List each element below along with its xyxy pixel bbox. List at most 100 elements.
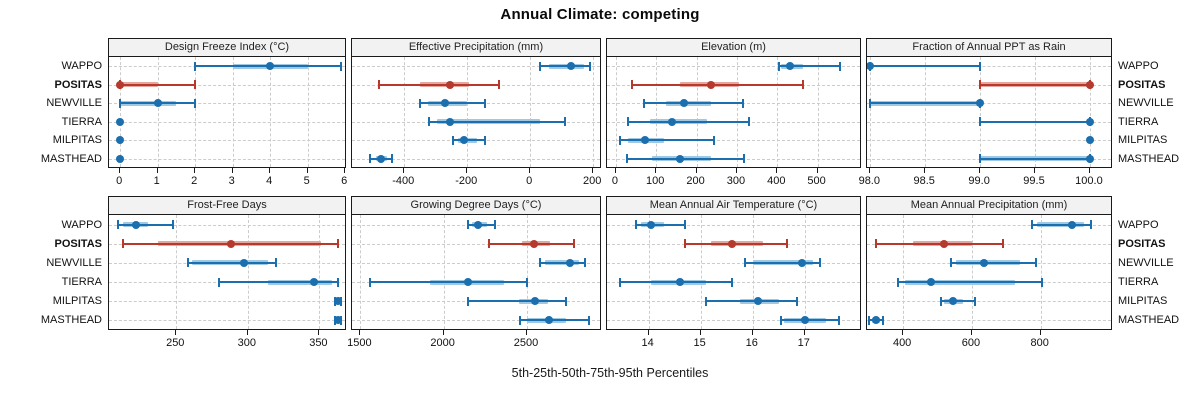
series-cap-low: [368, 154, 371, 164]
gridline-horizontal: [607, 140, 860, 142]
site-label-right-masthead: MASTHEAD: [1118, 152, 1180, 165]
series-cap-low: [186, 258, 189, 268]
axis-tick-label: 100.0: [1075, 175, 1103, 187]
axis-tick-label: 2: [191, 175, 198, 187]
series-range-line: [744, 261, 821, 264]
series-cap-high: [748, 117, 751, 127]
axis-tick-label: 0: [116, 175, 123, 187]
panel-title: Frost-Free Days: [187, 199, 267, 211]
series-cap-high: [1034, 258, 1037, 268]
axis-tick: [526, 330, 527, 335]
series-cap-low: [626, 154, 629, 164]
gridline-horizontal: [867, 103, 1111, 105]
axis-tick: [902, 330, 904, 335]
axis-tick: [776, 168, 778, 173]
series-median-dot: [926, 278, 935, 287]
gridline-vertical: [593, 57, 595, 167]
gridline-horizontal: [109, 301, 345, 303]
axis-tick-label: 2500: [513, 337, 539, 349]
gridline-vertical: [120, 57, 122, 167]
series-range-line: [779, 65, 840, 68]
gridline-horizontal: [607, 320, 860, 322]
gridline-horizontal: [352, 262, 600, 264]
gridline-vertical: [736, 57, 738, 167]
series-cap-low: [428, 117, 431, 127]
gridline-horizontal: [867, 140, 1111, 142]
series-median-dot: [463, 278, 472, 287]
series-median-dot: [531, 297, 540, 306]
site-label-right-positas: POSITAS: [1118, 78, 1166, 91]
series-cap-low: [1031, 220, 1034, 230]
panel-effective-precipitation-mm-: Effective Precipitation (mm) -400 -200 0 200: [351, 38, 601, 187]
series-cap-low: [743, 258, 746, 268]
panel-title: Mean Annual Air Temperature (°C): [649, 199, 818, 211]
site-label-left-positas: POSITAS: [54, 78, 102, 91]
axis-tick-label: 98.5: [913, 175, 935, 187]
series-median-dot: [706, 80, 715, 89]
axis-tick-label: 4: [266, 175, 273, 187]
series-cap-low: [780, 315, 783, 325]
series-cap-high: [974, 296, 977, 306]
panel-mean-annual-air-temperature-c-: Mean Annual Air Temperature (°C) 14 15 16 17: [606, 196, 861, 349]
axis-tick-label: 500: [807, 175, 826, 187]
series-cap-low: [466, 296, 469, 306]
axis-tick: [614, 168, 616, 173]
gridline-vertical: [270, 57, 272, 167]
axis-tick: [246, 330, 248, 335]
axis-tick: [156, 168, 158, 173]
axis-tick: [695, 168, 697, 173]
series-cap-high: [712, 135, 715, 145]
axis-tick: [699, 330, 701, 335]
series-median-dot: [445, 80, 454, 89]
series-cap-low: [419, 98, 421, 108]
series-cap-high: [390, 154, 393, 164]
gridline-vertical: [656, 57, 658, 167]
axis-tick-label: 16: [745, 337, 758, 349]
series-median-dot: [753, 297, 762, 306]
series-cap-low: [487, 239, 490, 249]
axis-tick-label: 5: [303, 175, 310, 187]
panel-title: Design Freeze Index (°C): [164, 41, 290, 53]
series-median-dot: [949, 297, 957, 306]
series-cap-low: [618, 135, 621, 145]
series-range-line: [420, 102, 485, 105]
gridline-vertical: [648, 215, 650, 329]
series-median-dot: [867, 62, 875, 71]
series-cap-high: [819, 258, 822, 268]
series-cap-high: [172, 220, 175, 230]
series-median-dot: [940, 239, 949, 248]
gridline-horizontal: [109, 84, 345, 86]
gridline-vertical: [817, 57, 819, 167]
series-median-dot: [333, 316, 342, 325]
gridline-vertical: [1089, 57, 1091, 167]
series-cap-high: [194, 80, 197, 90]
series-range-line: [644, 102, 743, 105]
gridline-vertical: [971, 215, 973, 329]
series-range-line: [980, 83, 1090, 86]
series-cap-high: [336, 239, 339, 249]
axis-tick-label: 3: [228, 175, 235, 187]
series-range-line: [635, 223, 686, 226]
gridline-horizontal: [867, 66, 1111, 68]
series-cap-high: [802, 80, 805, 90]
panel-strip: Fraction of Annual PPT as Rain: [866, 38, 1112, 57]
series-median-dot: [680, 99, 689, 108]
site-label-right-milpitas: MILPITAS: [1118, 295, 1168, 308]
gridline-horizontal: [352, 320, 600, 322]
site-label-left-wappo: WAPPO: [61, 218, 102, 231]
series-median-dot: [441, 99, 450, 108]
axis-tick: [751, 330, 753, 335]
series-cap-low: [896, 277, 899, 287]
series-median-dot: [116, 117, 125, 126]
axis-tick-label: 250: [166, 337, 185, 349]
series-cap-low: [979, 117, 982, 127]
axis-tick-label: 99.5: [1023, 175, 1045, 187]
panel-title: Mean Annual Precipitation (mm): [910, 199, 1068, 211]
gridline-vertical: [360, 215, 362, 329]
series-cap-low: [116, 220, 119, 230]
series-cap-high: [589, 61, 592, 71]
axis-tick: [924, 168, 926, 173]
series-cap-high: [587, 315, 590, 325]
axis-tick-label: 350: [309, 337, 328, 349]
